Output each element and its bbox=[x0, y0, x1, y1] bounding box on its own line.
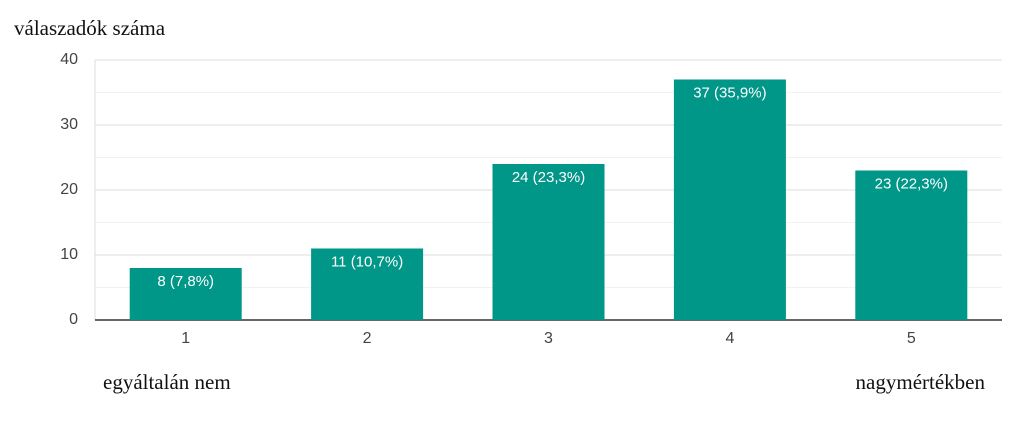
y-tick-label: 40 bbox=[60, 51, 78, 68]
bar bbox=[129, 268, 242, 320]
x-tick-label: 1 bbox=[181, 330, 190, 347]
bar bbox=[492, 164, 605, 320]
y-tick-label: 20 bbox=[60, 181, 78, 198]
bar bbox=[311, 248, 424, 320]
y-tick-label: 0 bbox=[69, 311, 78, 328]
bar bbox=[855, 170, 968, 320]
value-label: 24 (23,3%) bbox=[512, 169, 585, 186]
x-tick-label: 4 bbox=[725, 330, 734, 347]
y-tick-label: 30 bbox=[60, 116, 78, 133]
annotation: egyáltalán nem bbox=[103, 370, 231, 394]
annotation: nagymértékben bbox=[856, 370, 986, 394]
x-tick-label: 3 bbox=[544, 330, 553, 347]
x-tick-label: 2 bbox=[363, 330, 372, 347]
value-label: 23 (22,3%) bbox=[875, 175, 948, 192]
bar bbox=[673, 79, 786, 320]
value-label: 11 (10,7%) bbox=[331, 253, 403, 270]
y-tick-label: 10 bbox=[60, 246, 78, 263]
value-label: 8 (7,8%) bbox=[157, 273, 214, 290]
y-axis-label: válaszadók száma bbox=[14, 16, 166, 40]
x-tick-label: 5 bbox=[907, 330, 916, 347]
value-label: 37 (35,9%) bbox=[693, 84, 766, 101]
